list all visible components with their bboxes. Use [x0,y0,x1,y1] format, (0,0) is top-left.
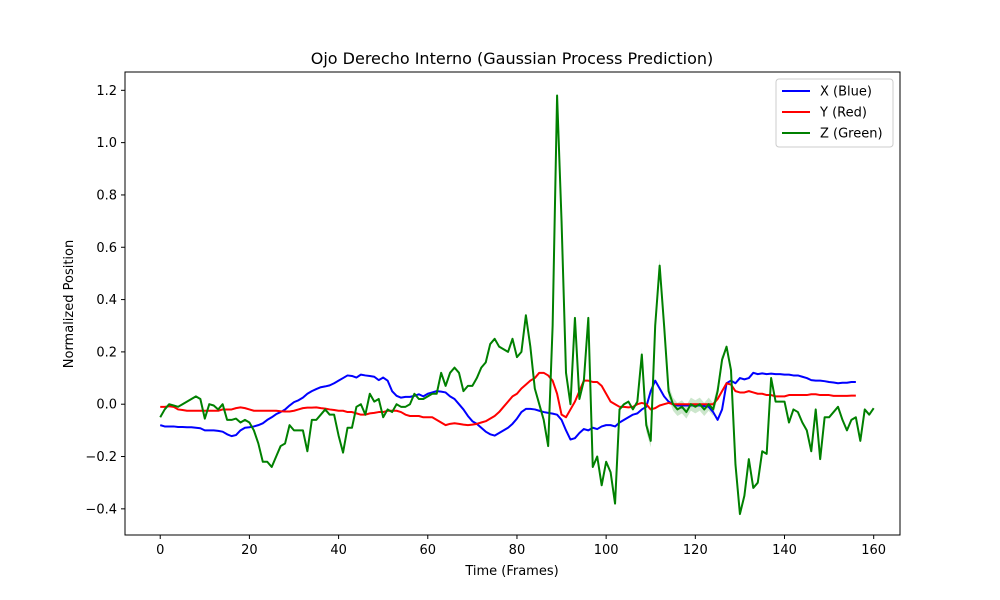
x-tick-label: 20 [241,543,258,558]
series-line-y [160,371,856,427]
x-tick-label: 100 [594,543,619,558]
x-tick-label: 40 [330,543,347,558]
y-tick-label: 0.4 [96,293,117,308]
y-tick-label: 0.2 [96,345,117,360]
legend: X (Blue) Y (Red) Z (Green) [775,78,894,148]
legend-label-x: X (Blue) [820,85,872,100]
y-tick-label: −0.2 [85,450,117,465]
plot-area [124,71,901,536]
legend-label-y: Y (Red) [819,106,867,121]
y-axis: −0.4 −0.2 0.0 0.2 0.4 0.6 0.8 1.0 1.2 [85,84,125,517]
x-tick-label: 60 [420,543,437,558]
y-tick-label: 0.6 [96,241,117,256]
y-tick-label: 1.0 [96,136,117,151]
plot-frame [124,71,901,536]
x-axis: 0 20 40 60 80 100 120 140 160 [156,535,886,558]
series-line-x [159,371,856,441]
y-tick-label: 0.0 [96,398,117,413]
legend-label-z: Z (Green) [820,127,883,142]
x-tick-label: 80 [509,543,526,558]
x-tick-label: 140 [772,543,797,558]
x-tick-label: 0 [156,543,164,558]
legend-box [775,78,894,148]
z-uncertainty-band [641,259,723,448]
x-tick-label: 160 [861,543,886,558]
y-tick-label: 1.2 [96,84,117,99]
y-tick-label: −0.4 [85,502,117,517]
series-line-z [159,94,875,516]
x-axis-label: Time (Frames) [464,564,558,579]
y-axis-label: Normalized Position [62,240,77,368]
chart-title: Ojo Derecho Interno (Gaussian Process Pr… [311,49,714,68]
x-tick-label: 120 [683,543,708,558]
y-tick-label: 0.8 [96,188,117,203]
series-group [159,94,875,516]
